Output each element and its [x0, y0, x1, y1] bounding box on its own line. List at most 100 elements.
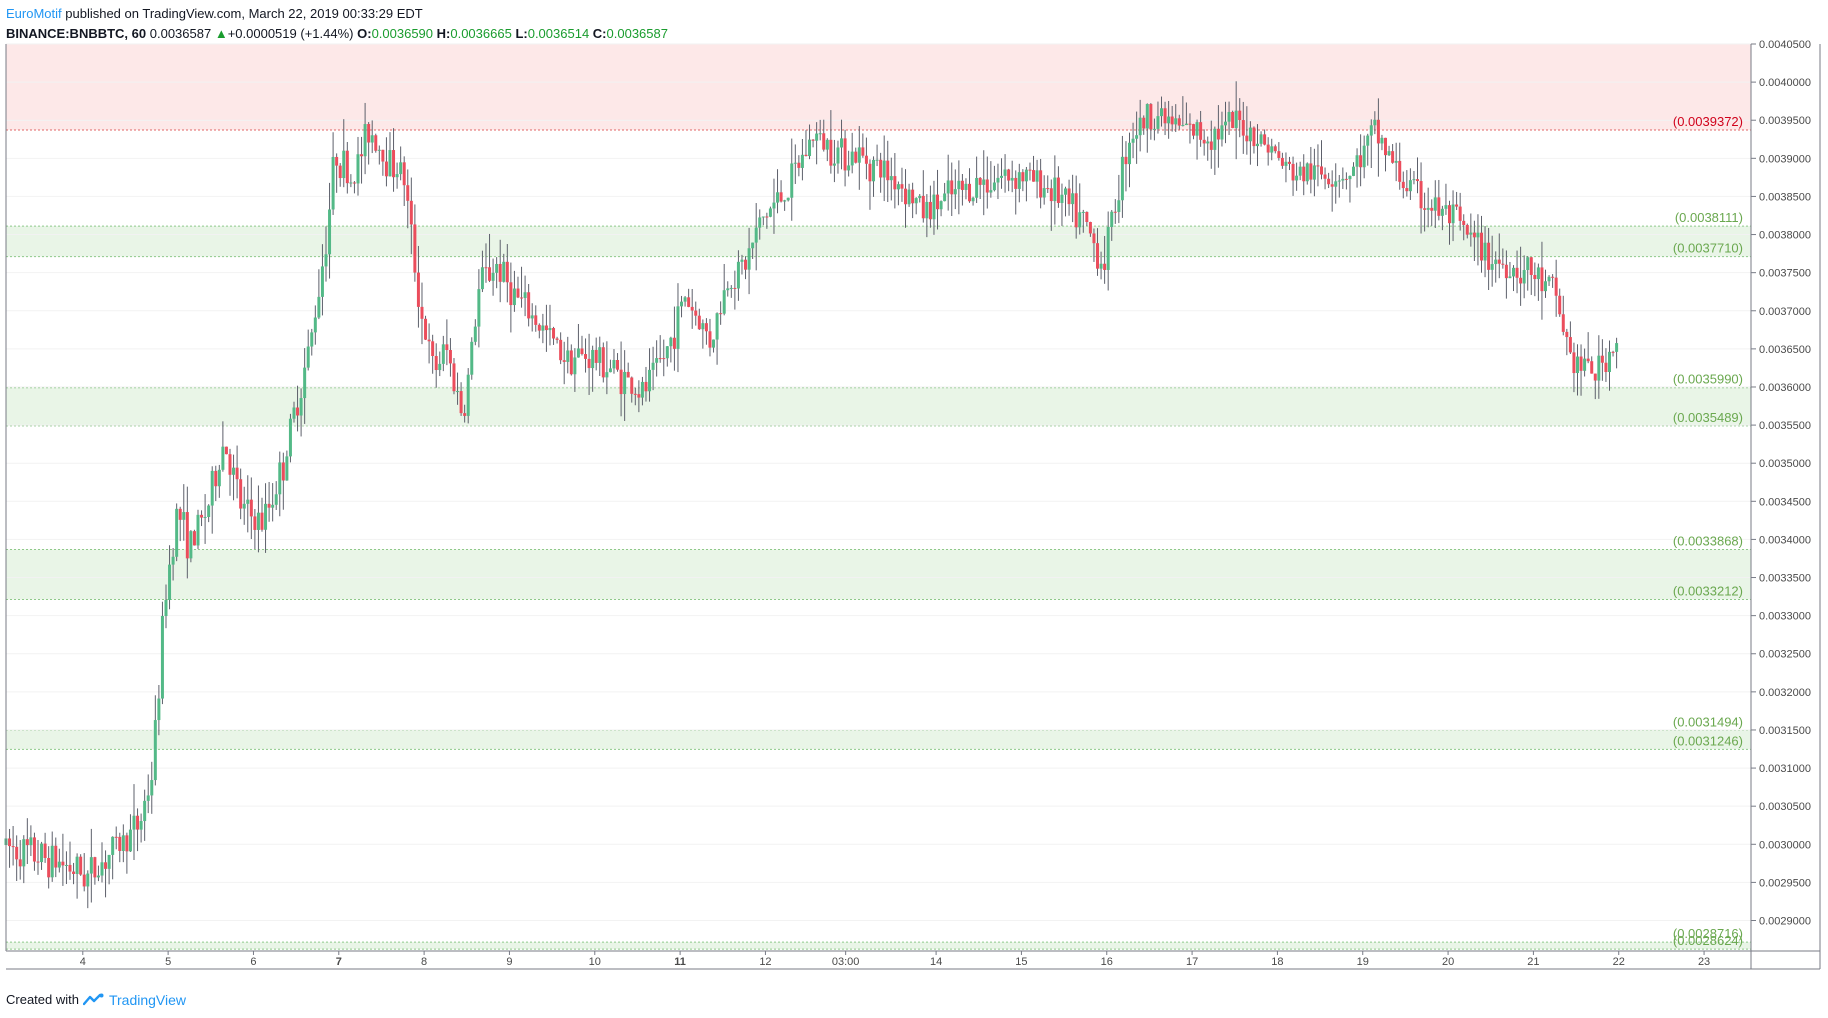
- price-tick-label: 0.0036000: [1759, 382, 1811, 394]
- candle-down: [893, 176, 897, 190]
- candle-down: [18, 859, 22, 867]
- candle-down: [296, 407, 300, 416]
- candle-up: [655, 358, 659, 363]
- candle-up: [128, 829, 132, 852]
- candle-down: [1458, 206, 1462, 221]
- candle-down: [345, 150, 349, 184]
- candle-down: [1330, 184, 1334, 187]
- candle-down: [886, 160, 890, 181]
- candle-down: [950, 180, 954, 195]
- symbol-label: BINANCE:BNBBTC, 60: [6, 26, 147, 41]
- candle-down: [249, 499, 253, 517]
- candle-up: [274, 494, 278, 505]
- candle-down: [1401, 181, 1405, 189]
- candle-up: [1000, 175, 1004, 178]
- candle-down: [1238, 110, 1242, 121]
- candle-up: [1160, 108, 1164, 117]
- candle-down: [11, 846, 15, 848]
- time-tick-label: 12: [759, 956, 771, 968]
- last-price: 0.0036587: [149, 26, 212, 41]
- price-tick-label: 0.0032500: [1759, 649, 1811, 661]
- candle-down: [1302, 166, 1306, 182]
- candle-up: [1227, 111, 1231, 122]
- zone-resistance-0: [6, 44, 1751, 130]
- zones-layer: [6, 44, 1751, 950]
- price-chart[interactable]: (0.0039372) (0.0038111) (0.0037710) (0.0035…: [0, 0, 1828, 985]
- candle-up: [388, 150, 392, 177]
- price-tick-label: 0.0036500: [1759, 344, 1811, 356]
- candle-down: [552, 328, 556, 339]
- candle-down: [1067, 188, 1071, 205]
- candle-up: [918, 195, 922, 199]
- candle-down: [104, 862, 108, 869]
- candle-up: [278, 462, 282, 495]
- candle-up: [1135, 135, 1139, 139]
- candle-down: [335, 156, 339, 166]
- candle-down: [1291, 163, 1295, 181]
- candle-down: [185, 512, 189, 559]
- candle-up: [669, 337, 673, 347]
- candle-up: [758, 217, 762, 228]
- candle-up: [480, 267, 484, 290]
- price-tick-label: 0.0034000: [1759, 534, 1811, 546]
- candle-up: [1526, 257, 1530, 271]
- candle-up: [363, 124, 367, 157]
- time-tick-label: 5: [165, 956, 171, 968]
- candle-down: [694, 310, 698, 316]
- candle-up: [975, 177, 979, 198]
- candle-down: [509, 282, 513, 306]
- candle-down: [1199, 122, 1203, 140]
- candle-down: [1202, 139, 1206, 144]
- close-label: C:: [592, 26, 607, 41]
- candle-down: [555, 338, 559, 340]
- candle-down: [224, 446, 228, 455]
- candle-down: [381, 149, 385, 162]
- candle-down: [630, 377, 634, 394]
- candle-down: [498, 263, 502, 282]
- candle-down: [868, 163, 872, 182]
- candle-up: [623, 371, 627, 395]
- candle-up: [1081, 211, 1085, 213]
- time-tick-label: 19: [1357, 956, 1369, 968]
- candle-up: [939, 201, 943, 210]
- price-tick-label: 0.0033000: [1759, 611, 1811, 623]
- candle-down: [253, 516, 257, 530]
- candle-up: [470, 341, 474, 375]
- candle-down: [1504, 264, 1508, 279]
- candle-down: [537, 324, 541, 331]
- candle-up: [836, 147, 840, 164]
- candle-up: [96, 875, 100, 878]
- candle-up: [1536, 267, 1540, 280]
- candle-up: [242, 503, 246, 509]
- price-tick-label: 0.0029000: [1759, 916, 1811, 928]
- time-tick-label: 4: [80, 956, 86, 968]
- candle-down: [409, 200, 413, 225]
- candle-down: [1359, 155, 1363, 168]
- candle-down: [43, 843, 47, 858]
- author-link[interactable]: EuroMotif: [6, 6, 62, 21]
- candle-up: [22, 839, 26, 867]
- time-tick-label: 18: [1271, 956, 1283, 968]
- candle-up: [747, 248, 751, 270]
- candle-up: [608, 368, 612, 373]
- candle-down: [1177, 118, 1181, 126]
- candle-down: [626, 371, 630, 378]
- candle-down: [1007, 169, 1011, 181]
- price-tick-label: 0.0040500: [1759, 39, 1811, 51]
- candle-down: [1472, 232, 1476, 238]
- candle-up: [1476, 232, 1480, 238]
- candle-up: [221, 446, 225, 470]
- candle-down: [1391, 151, 1395, 163]
- candle-up: [150, 780, 154, 796]
- zone-label: (0.0037710): [1673, 241, 1743, 256]
- candle-down: [402, 162, 406, 186]
- candle-up: [665, 346, 669, 359]
- candle-down: [1280, 157, 1284, 166]
- candle-up: [591, 349, 595, 369]
- candle-up: [207, 505, 211, 517]
- tradingview-brand[interactable]: TradingView: [108, 992, 187, 1008]
- candle-up: [495, 263, 499, 273]
- candle-down: [1277, 151, 1281, 158]
- candle-down: [1430, 207, 1434, 211]
- tradingview-logo-icon: [82, 993, 104, 1006]
